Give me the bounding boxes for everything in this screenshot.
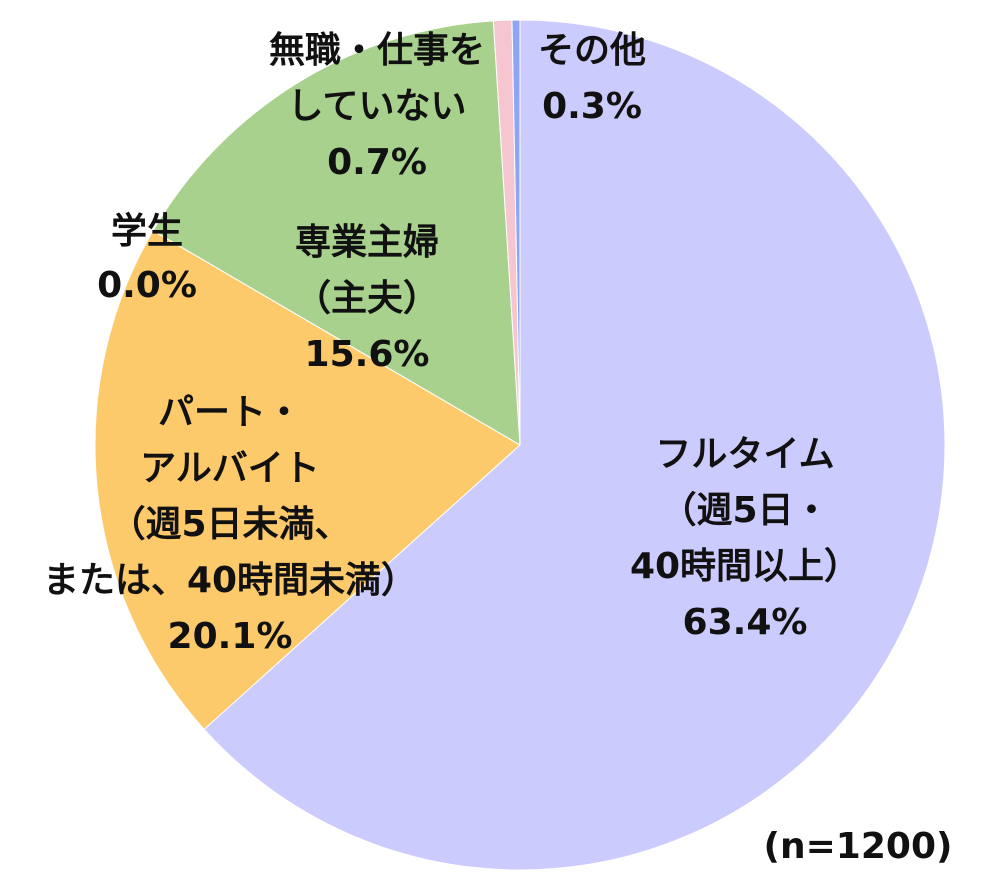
slice-label-2: 学生 0.0% xyxy=(97,210,197,306)
pie-slice-3 xyxy=(152,20,521,446)
pie-slice-5 xyxy=(511,19,521,446)
slice-label-0: フルタイム（週5日・ 40時間以上） 63.4% xyxy=(630,434,860,643)
sample-size-note: (n=1200) xyxy=(764,826,953,867)
slice-label-4: 無職・仕事をしていない 0.7% xyxy=(269,30,485,183)
slice-label-3: 専業主婦（主夫） 15.6% xyxy=(295,222,439,375)
pie-labels: フルタイム（週5日・ 40時間以上） 63.4% パート・アルバイト（週5日未満、また… xyxy=(43,30,860,657)
pie-slices xyxy=(94,19,946,871)
slice-label-1: パート・アルバイト（週5日未満、または、40時間未満） 20.1% xyxy=(43,392,417,657)
slice-label-5: その他 0.3% xyxy=(538,30,646,127)
pie-slice-0 xyxy=(203,19,946,871)
pie-slice-1 xyxy=(94,229,521,731)
